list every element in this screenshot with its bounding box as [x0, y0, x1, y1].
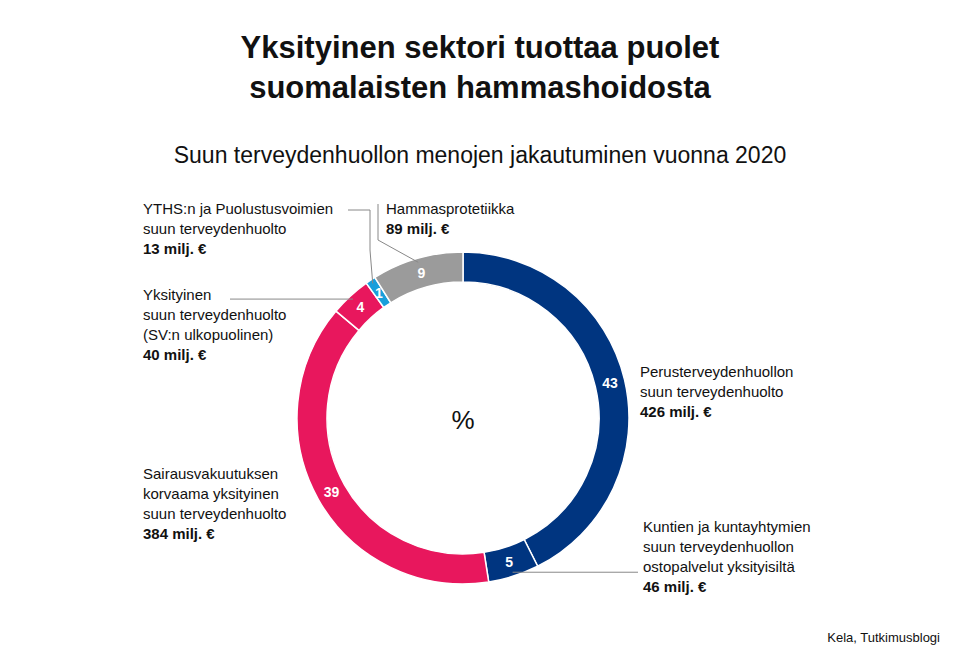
category-label-line: Sairausvakuutuksen — [143, 465, 278, 482]
center-label: % — [451, 405, 474, 435]
amount-label: 384 milj. € — [143, 525, 215, 542]
chart-container: Yksityinen sektori tuottaa puolet suomala… — [0, 0, 960, 660]
data-label: 9 — [417, 265, 425, 281]
donut: 43 5 39 41 9 — [297, 252, 629, 584]
leader-line — [513, 572, 638, 573]
chart-svg: Yksityinen sektori tuottaa puolet suomala… — [0, 0, 960, 660]
source-label: Kela, Tutkimusblogi — [827, 630, 940, 645]
category-label: Yksityinen suun terveydenhuolto (SV:n ulko… — [143, 286, 286, 343]
category-label-line: Kuntien ja kuntayhtymien — [643, 518, 811, 535]
category-label-line: ostopalvelut yksityisiltä — [643, 558, 795, 575]
category-label-line: Perusterveydenhuollon — [640, 363, 793, 380]
category-label: YTHS:n ja Puolustusvoimien suun terveyden… — [143, 200, 333, 237]
title-line: suomalaisten hammashoidosta — [249, 70, 711, 105]
category-label-line: suun terveydenhuolto — [640, 383, 783, 400]
data-label: 1 — [375, 285, 383, 301]
data-label: 39 — [324, 484, 340, 500]
category-label-line: (SV:n ulkopuolinen) — [143, 326, 273, 343]
data-label: 5 — [505, 554, 513, 570]
leader-line — [348, 210, 373, 283]
data-label: 4 — [357, 299, 365, 315]
donut-slice — [336, 283, 384, 330]
category-label: Sairausvakuutuksen korvaama yksityinen suu… — [143, 465, 286, 522]
data-label: 43 — [602, 375, 618, 391]
donut-slice — [484, 539, 538, 582]
chart-title: Yksityinen sektori tuottaa puolet suomala… — [241, 30, 720, 105]
category-label-line: suun terveydenhuolto — [143, 306, 286, 323]
category-label-line: suun terveydenhuolto — [143, 220, 286, 237]
category-label: Kuntien ja kuntayhtymien suun terveydenhu… — [643, 518, 811, 575]
category-label-line: Hammasprotetiikka — [386, 200, 515, 217]
donut-slice — [375, 252, 463, 303]
chart-subtitle: Suun terveydenhuollon menojen jakautumin… — [174, 142, 787, 168]
category-label-line: korvaama yksityinen — [143, 485, 279, 502]
amount-label: 40 milj. € — [143, 346, 207, 363]
category-label-line: suun terveydenhuolto — [143, 505, 286, 522]
amount-label: 426 milj. € — [640, 403, 712, 420]
amount-label: 13 milj. € — [143, 240, 207, 257]
donut-slice — [463, 252, 629, 566]
title-line: Yksityinen sektori tuottaa puolet — [241, 30, 720, 65]
category-label: Hammasprotetiikka — [386, 200, 515, 217]
category-label-line: Yksityinen — [143, 286, 211, 303]
donut-slice — [297, 311, 489, 584]
category-label-line: YTHS:n ja Puolustusvoimien — [143, 200, 333, 217]
amount-label: 89 milj. € — [386, 220, 450, 237]
category-label-line: suun terveydenhuollon — [643, 538, 794, 555]
leader-line — [378, 204, 418, 262]
amount-label: 46 milj. € — [643, 578, 707, 595]
category-label: Perusterveydenhuollon suun terveydenhuolt… — [640, 363, 793, 400]
leader-line — [230, 299, 353, 300]
